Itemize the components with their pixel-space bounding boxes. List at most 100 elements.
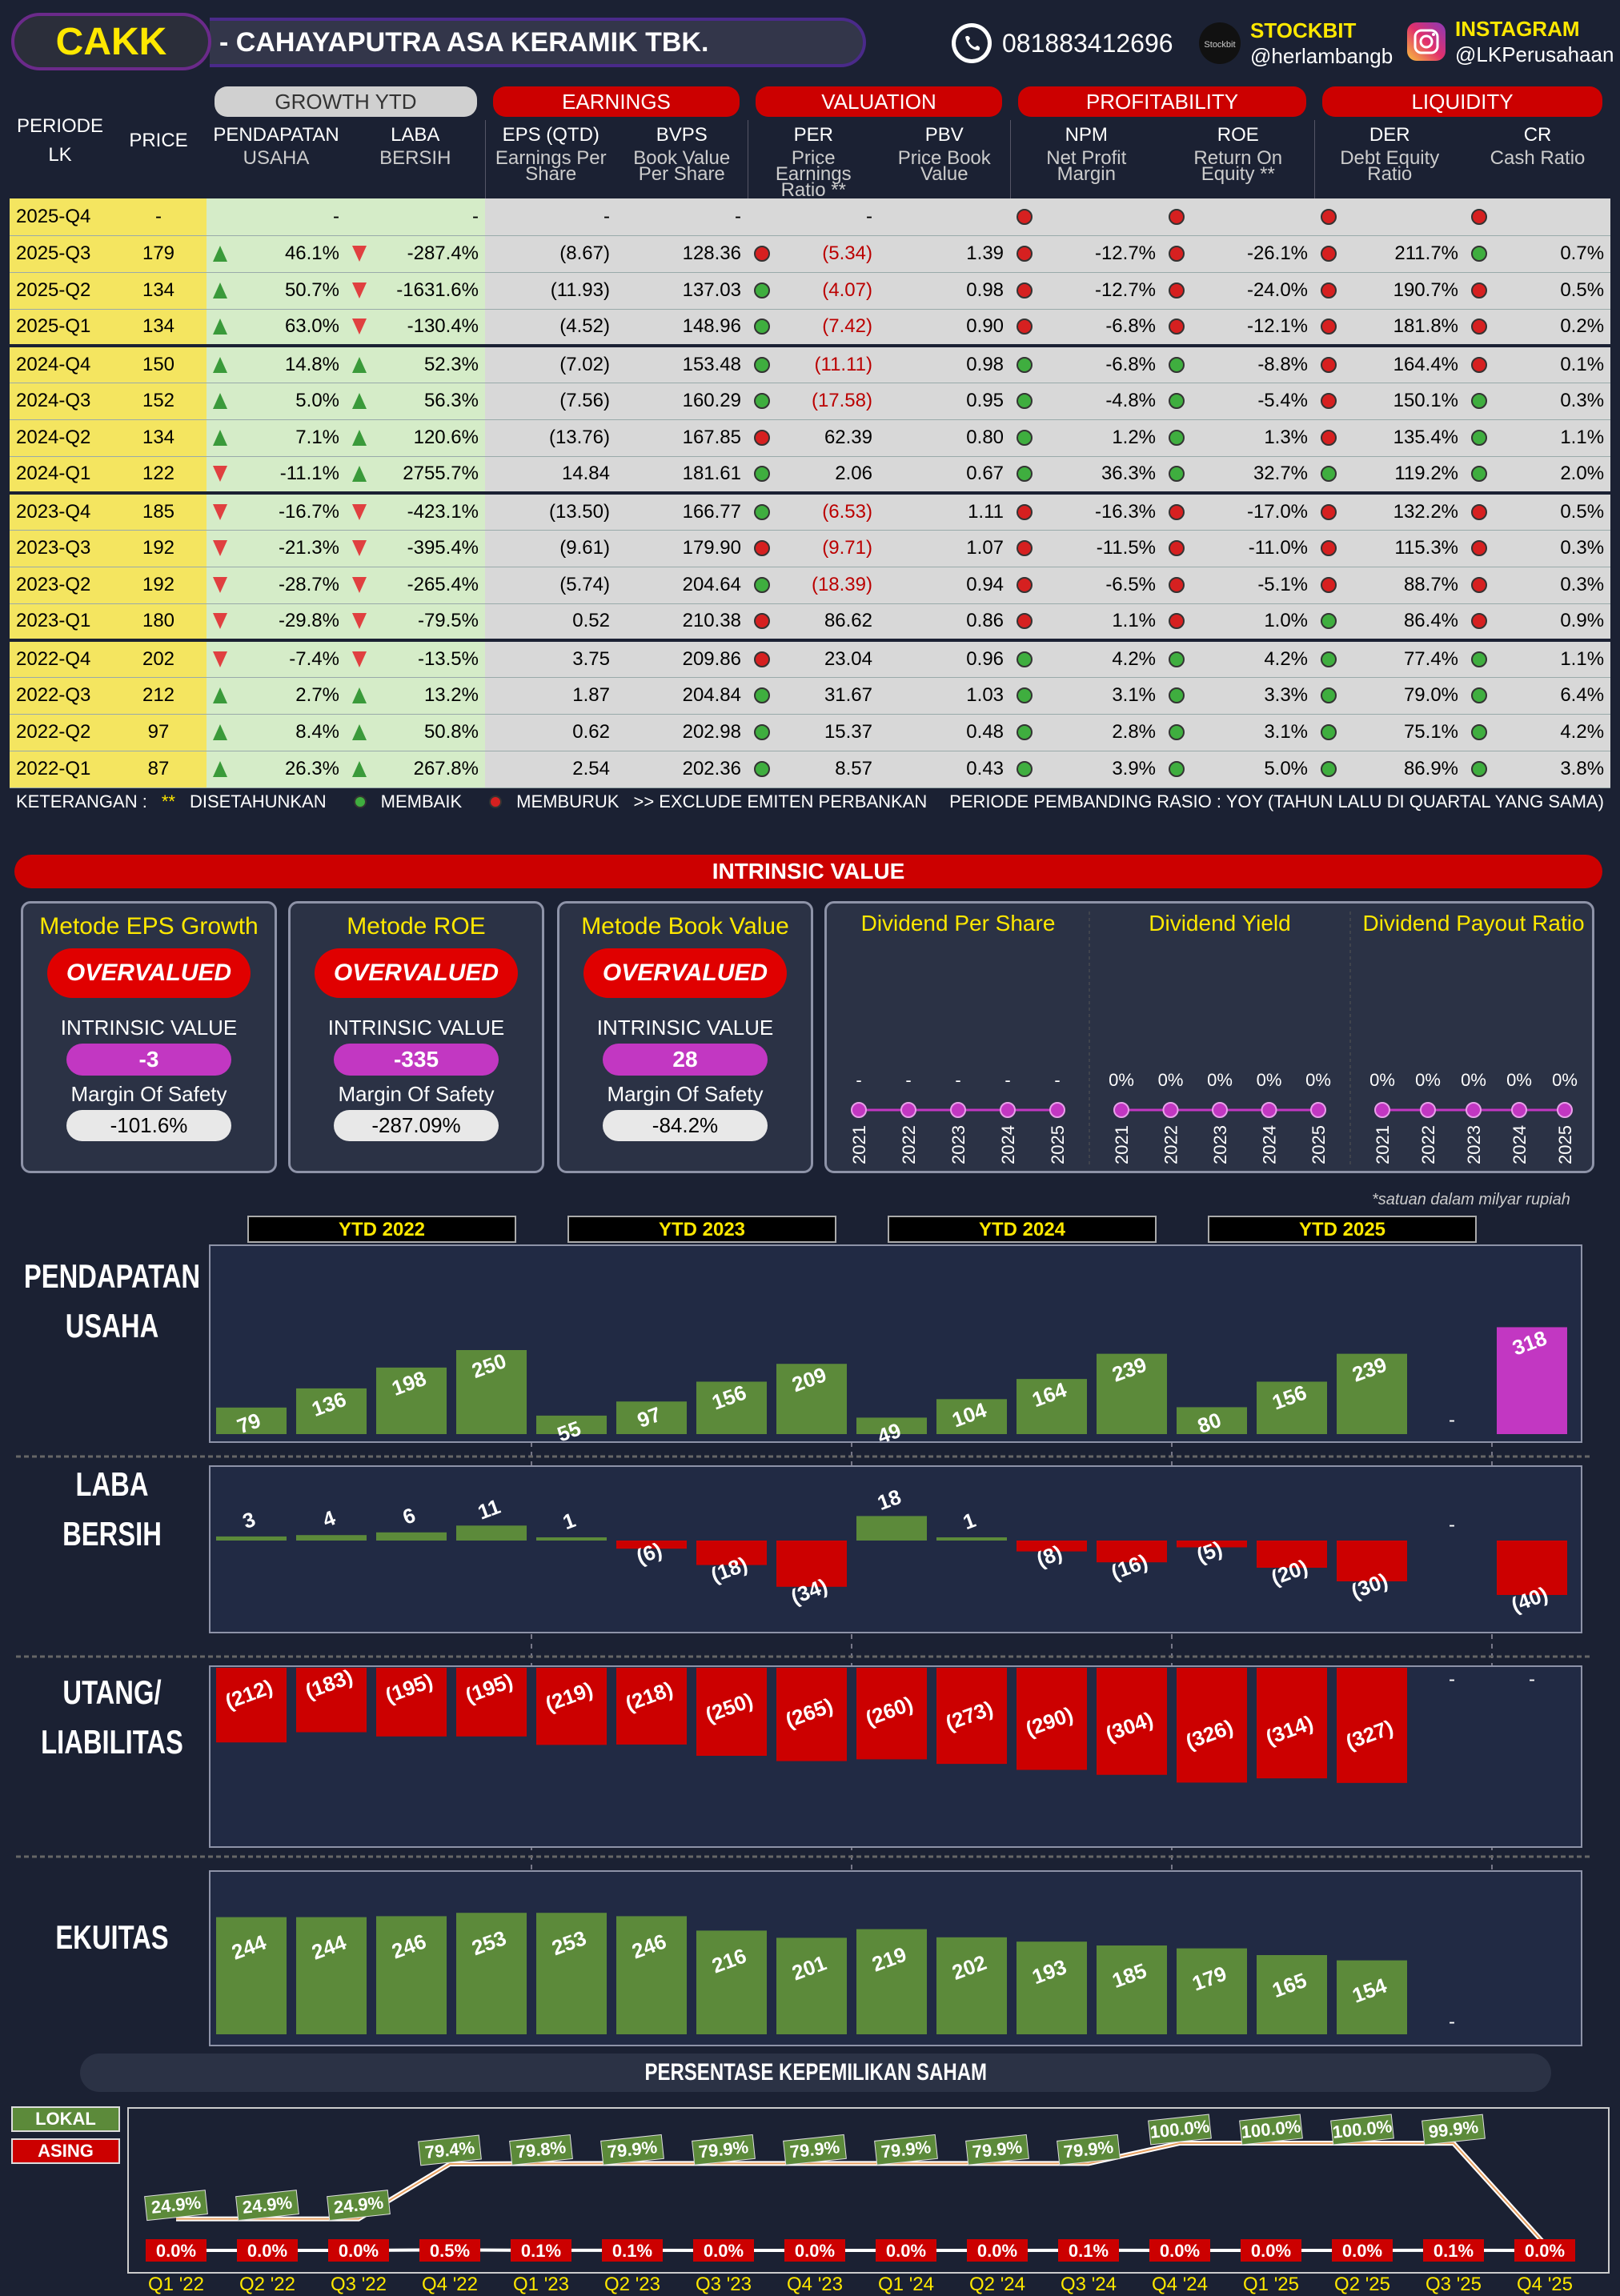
intrinsic-card: Metode Book Value OVERVALUED INTRINSIC V… <box>557 901 813 1173</box>
col-periode: PERIODE LK <box>16 115 104 166</box>
cell-pbv: 0.96 <box>879 639 1011 678</box>
worsening-dot-icon <box>1321 246 1337 262</box>
improving-dot-icon <box>754 356 770 373</box>
cell-per: (11.11) <box>748 344 879 383</box>
cell-der-value: 77.4% <box>1403 647 1459 670</box>
cell-der: 190.7% <box>1314 272 1466 310</box>
cell-periode: 2022-Q3 <box>10 677 110 715</box>
cell-cr-value: 6.4% <box>1560 684 1605 706</box>
cell-growth-value: -21.3% <box>278 537 339 559</box>
cell-cr-value: 0.2% <box>1560 315 1605 338</box>
cell-growth-value: -79.5% <box>417 610 479 632</box>
arrow-up-icon <box>352 466 367 483</box>
bar <box>216 1668 287 1743</box>
cell-npm: 2.8% <box>1010 714 1163 751</box>
stockbit-label: STOCKBIT <box>1250 18 1357 42</box>
svg-text:Stockbit: Stockbit <box>1204 40 1235 50</box>
cell-bvps: 148.96 <box>616 309 748 347</box>
margin-of-safety: -101.6% <box>66 1110 231 1141</box>
cell-roe-value: -24.0% <box>1246 279 1309 301</box>
cell-growth: 26.3% <box>207 751 346 788</box>
asing-label-box <box>876 2239 936 2262</box>
cell-cr-value: 1.1% <box>1560 647 1605 670</box>
table-row: 2024-Q4 150 14.8% 52.3% (7.02) 153.48 (11.11) 0… <box>10 344 1611 383</box>
worsening-dot-icon <box>1169 208 1185 225</box>
instagram-contact[interactable]: INSTAGRAM @LKPerusahaan <box>1405 16 1614 67</box>
cell-eps: (13.50) <box>485 491 616 531</box>
company-name: - CAHAYAPUTRA ASA KERAMIK TBK. <box>210 18 866 67</box>
cell-pbv: 0.94 <box>879 567 1011 604</box>
valuation-status: OVERVALUED <box>47 948 251 998</box>
bar <box>536 1668 607 1745</box>
bar <box>1017 1541 1087 1552</box>
cell-per: 31.67 <box>748 677 879 715</box>
cell-der-value: 75.1% <box>1403 721 1459 743</box>
bar <box>216 1536 287 1541</box>
cell-per: (4.07) <box>748 272 879 310</box>
group-header: GROWTH YTD <box>207 83 485 120</box>
cell-per: 86.62 <box>748 603 879 641</box>
cell-npm-value: -11.5% <box>1096 537 1157 559</box>
worsening-dot-icon <box>754 430 770 446</box>
cell-cr-value: 0.9% <box>1560 610 1605 632</box>
dividend-year: 2021 <box>849 1125 869 1164</box>
cell-bvps: 210.38 <box>616 603 748 641</box>
worsening-dot-icon <box>1017 613 1033 630</box>
cell-roe: -11.0% <box>1162 530 1315 567</box>
lokal-label-box <box>144 2190 208 2222</box>
cell-eps: (13.76) <box>485 419 616 457</box>
intrinsic-card: Metode ROE OVERVALUED INTRINSIC VALUE -3… <box>288 901 544 1173</box>
ytd-box <box>567 1216 836 1243</box>
cell-growth-value: 267.8% <box>413 758 479 779</box>
dividend-point <box>1162 1102 1179 1118</box>
arrow-up-icon <box>213 393 227 409</box>
cell-eps: (7.02) <box>485 344 616 383</box>
improving-dot-icon <box>1169 430 1185 446</box>
improving-dot-icon <box>1471 761 1488 777</box>
col-header-code: PER <box>793 124 833 146</box>
cell-price: 134 <box>110 272 207 310</box>
dividend-year: 2024 <box>1260 1125 1280 1164</box>
cell-bvps: 137.03 <box>616 272 748 310</box>
col-header: NPM Net Profit Margin <box>1009 120 1163 198</box>
asing-label: 0.0% <box>886 2241 926 2261</box>
cell-growth-value: -395.4% <box>407 537 479 559</box>
improving-dot-icon <box>1321 761 1337 777</box>
cell-eps: 0.52 <box>485 603 616 641</box>
table-row: 2023-Q1 180 -29.8% -79.5% 0.52 210.38 86.62 0.8… <box>10 603 1611 641</box>
cell-periode: 2024-Q2 <box>10 419 110 457</box>
worsening-dot-icon <box>1321 540 1337 556</box>
cell-periode: 2023-Q2 <box>10 567 110 604</box>
phone-contact[interactable]: 081883412696 <box>949 21 1173 66</box>
dividend-label: - <box>1054 1070 1060 1090</box>
table-row: 2025-Q2 134 50.7% -1631.6% (11.93) 137.03 (4.0… <box>10 272 1611 310</box>
cell-growth-value: 14.8% <box>284 353 339 375</box>
worsening-dot-icon <box>1169 282 1185 299</box>
stockbit-contact[interactable]: Stockbit STOCKBIT @herlambangb <box>1197 18 1393 69</box>
ytd-label: YTD 2023 <box>659 1219 745 1240</box>
cell-per: (5.34) <box>748 235 879 273</box>
improving-dot-icon <box>1169 393 1185 409</box>
cell-per-value: (4.07) <box>822 279 872 301</box>
cell-growth: 46.1% <box>207 235 346 273</box>
cell-growth: -7.4% <box>207 639 346 678</box>
group-label: VALUATION <box>756 86 1003 117</box>
bar-label: - <box>1529 1669 1535 1690</box>
cell-cr-value: 3.8% <box>1560 758 1605 779</box>
arrow-down-icon <box>213 540 227 556</box>
dividend-label: 0% <box>1257 1070 1282 1090</box>
ownership-chart: 24.9% 24.9% 24.9%79.4% 79.8% 79.9% 79.9% 79.9%… <box>127 2107 1610 2295</box>
col-header-code: BVPS <box>656 124 708 146</box>
arrow-up-icon <box>213 319 227 335</box>
cell-roe-value: 32.7% <box>1253 463 1309 485</box>
arrow-down-icon <box>352 540 367 556</box>
cell-periode: 2022-Q1 <box>10 751 110 788</box>
arrow-up-icon <box>213 356 227 373</box>
cell-eps: 14.84 <box>485 456 616 494</box>
group-label: GROWTH YTD <box>215 86 477 117</box>
cell-der: 164.4% <box>1314 344 1466 383</box>
cell-price: - <box>110 198 207 236</box>
col-header-code: ROE <box>1217 124 1259 146</box>
dividend-year: 2023 <box>1210 1125 1230 1164</box>
cell-growth-value: -1631.6% <box>396 279 479 301</box>
